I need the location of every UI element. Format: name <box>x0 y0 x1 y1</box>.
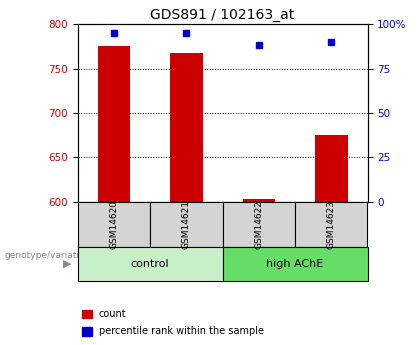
Text: genotype/variation: genotype/variation <box>4 251 90 260</box>
Text: GSM14623: GSM14623 <box>327 200 336 249</box>
Text: count: count <box>99 309 126 319</box>
Title: GDS891 / 102163_at: GDS891 / 102163_at <box>150 8 295 22</box>
Text: high AChE: high AChE <box>266 259 324 269</box>
Text: ▶: ▶ <box>63 259 71 269</box>
Text: GSM14620: GSM14620 <box>110 200 118 249</box>
Bar <box>97 46 130 202</box>
Text: percentile rank within the sample: percentile rank within the sample <box>99 326 264 336</box>
Text: control: control <box>131 259 169 269</box>
Text: GSM14622: GSM14622 <box>255 200 263 249</box>
Bar <box>315 135 348 202</box>
Bar <box>242 199 275 202</box>
Text: GSM14621: GSM14621 <box>182 200 191 249</box>
Bar <box>170 52 203 202</box>
